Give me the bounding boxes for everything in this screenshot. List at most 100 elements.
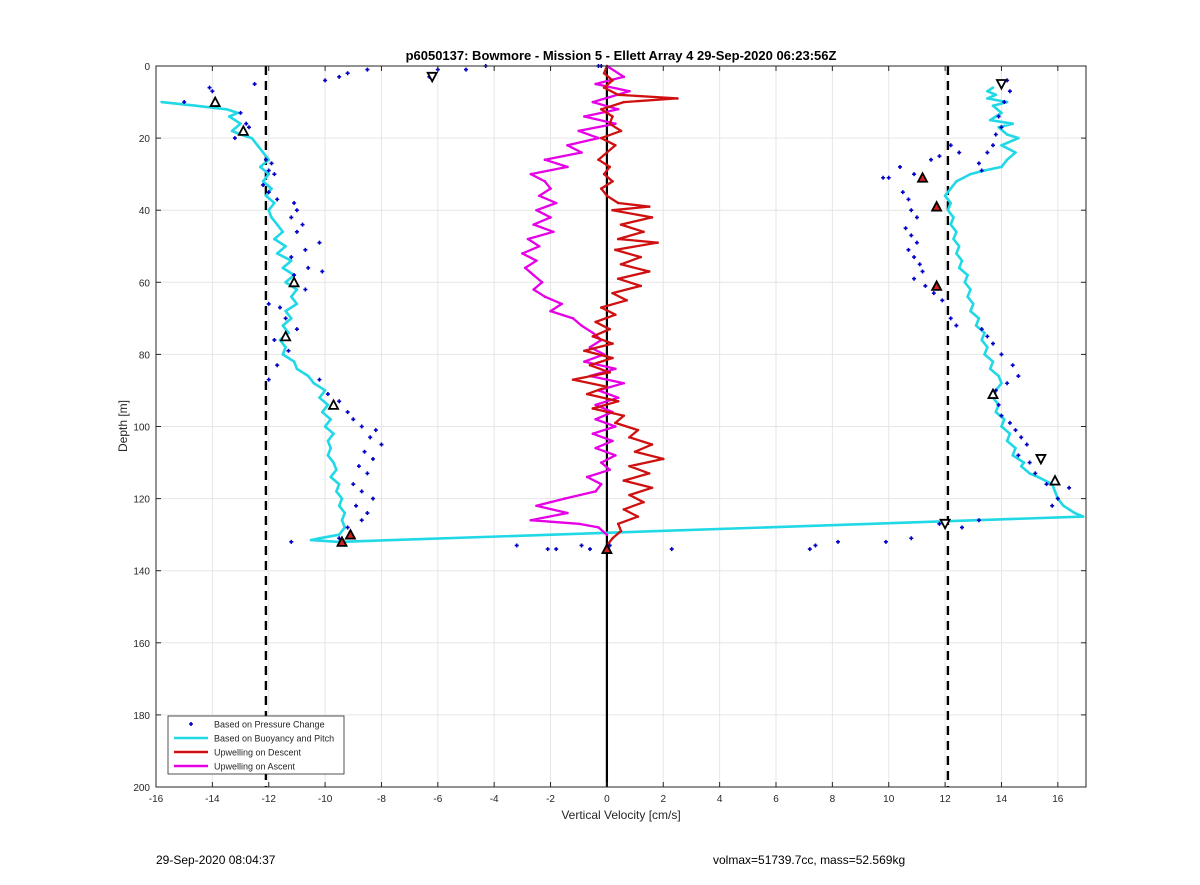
y-tick-label: 20 [139,134,151,145]
series-2-point [602,86,606,89]
series-3-point [628,89,631,93]
event-marker-triangle-up [1049,474,1061,486]
series-2-point [647,472,651,475]
pressure-change-point [909,208,914,213]
pressure-change-point [999,352,1004,357]
series-line-3 [521,65,631,536]
series-1-point [983,353,986,356]
pressure-change-point [337,399,342,404]
series-1-point [1014,446,1017,450]
pressure-change-point [464,67,468,72]
pressure-change-point [266,377,271,382]
pressure-change-point [914,240,919,245]
pressure-change-point [1019,435,1024,440]
series-1-point [323,389,327,392]
series-1-point [1000,111,1003,115]
pressure-change-point [669,547,674,552]
pressure-change-point [266,190,271,195]
event-marker-triangle-up [987,387,999,399]
series-2-point [636,428,640,432]
series-1-point [1028,472,1031,475]
series-1-point [955,180,958,183]
series-3-point [532,273,535,277]
pressure-change-point [354,503,359,508]
series-1-point [287,331,290,335]
series-2-point [616,522,620,526]
series-3-point [622,381,626,385]
pressure-change-point [545,547,550,552]
series-3-point [523,266,527,270]
pressure-change-point [991,341,995,346]
y-tick-label: 160 [133,639,150,650]
x-tick-label: 8 [830,794,836,805]
series-2-point [608,371,612,374]
series-2-point [611,356,614,360]
series-1-point [340,518,344,522]
pressure-change-point [579,543,584,548]
x-tick-label: -2 [546,794,555,805]
pressure-change-point [999,413,1004,418]
pressure-change-point [294,208,299,213]
series-3-point [540,281,544,284]
series-2-point [599,187,603,190]
x-tick-label: 16 [1052,794,1064,805]
series-1-point [960,259,964,262]
series-1-point [955,252,958,255]
series-2-point [614,421,617,425]
pressure-change-point [269,161,274,166]
pressure-change-point [931,291,936,296]
series-3-point [529,172,533,176]
series-3-point [549,216,552,219]
pressure-change-point [912,276,917,281]
series-1-point [946,208,950,212]
series-1-point [957,244,961,248]
pressure-change-point [337,74,342,79]
pressure-change-point [979,327,984,332]
pressure-change-point [351,482,356,487]
legend-label: Based on Buoyancy and Pitch [214,734,334,744]
series-2-point [599,306,603,309]
series-3-point [580,151,583,154]
pressure-change-point [232,136,237,141]
series-3-point [532,223,535,226]
series-3-point [549,187,552,190]
y-tick-label: 120 [133,495,150,506]
series-2-point [628,436,631,439]
series-2-point [642,500,645,504]
series-1-point [320,410,324,414]
series-1-point [332,432,335,436]
series-1-point [256,144,259,147]
series-1-point [988,367,992,371]
series-3-point [537,194,541,198]
x-tick-label: 6 [773,794,779,805]
pressure-change-point [278,305,282,310]
series-2-point [633,450,637,454]
series-1-point [289,259,293,262]
series-2-point [616,277,620,280]
series-2-point [619,529,623,533]
series-1-point [991,360,995,363]
event-marker-triangle-up [279,329,292,342]
pressure-change-point [247,125,251,130]
series-1-point [991,86,995,89]
x-tick-label: -4 [490,794,499,805]
series-1-point [957,266,961,270]
legend-label: Upwelling on Descent [214,748,302,758]
series-2-point [583,349,586,353]
series-3-point [608,468,612,472]
series-1-point [1005,133,1009,136]
x-tick-label: 4 [717,794,723,805]
series-1-point [323,425,327,428]
series-1-point [261,151,265,154]
series-2-point [591,407,595,410]
series-2-point [608,165,612,169]
series-2-point [616,237,620,241]
series-1-point [326,439,330,443]
series-1-point [986,89,989,93]
series-1-point [980,338,984,342]
pressure-change-point [999,125,1004,130]
chart-title: p6050137: Bowmore - Mission 5 - Ellett A… [406,48,837,63]
x-tick-label: -6 [433,794,442,805]
pressure-change-point [365,67,370,72]
y-tick-label: 60 [139,278,151,289]
